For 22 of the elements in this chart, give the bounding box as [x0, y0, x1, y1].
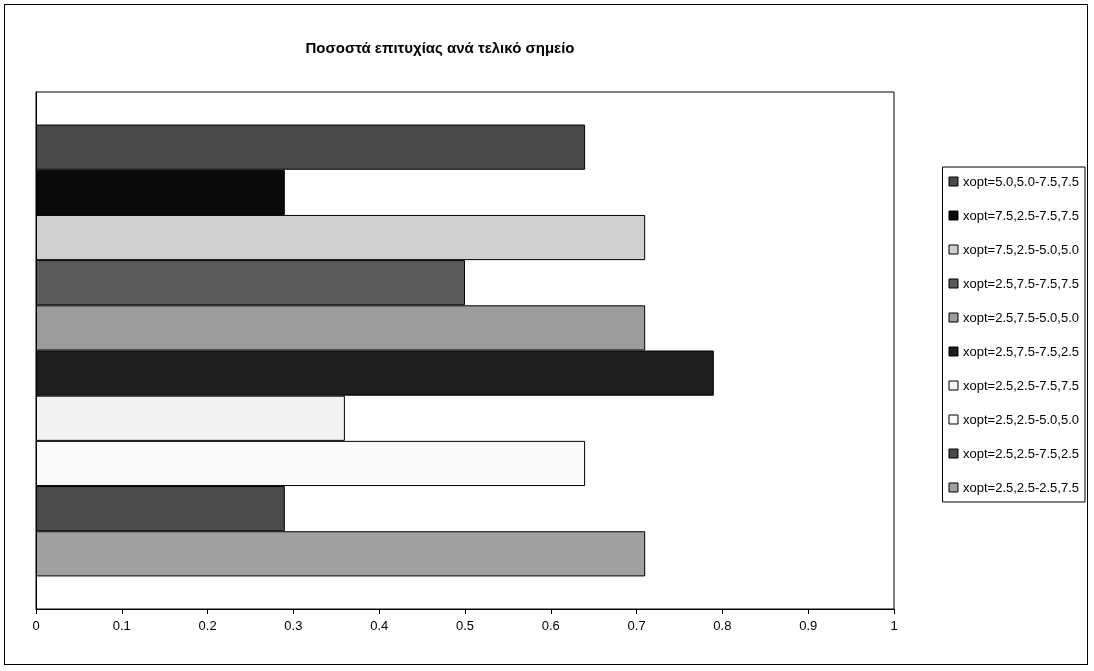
legend-label: xopt=2.5,2.5-7.5,7.5: [963, 378, 1080, 393]
chart-title: Ποσοστά επιτυχίας ανά τελικό σημείο: [305, 39, 575, 56]
x-tick-label: 0.7: [627, 618, 646, 633]
x-tick-label: 0.8: [713, 618, 732, 633]
x-tick-label: 0.5: [455, 618, 475, 633]
x-tick-label: 0.1: [112, 618, 131, 633]
legend-label: xopt=2.5,7.5-7.5,2.5: [963, 344, 1080, 359]
legend-label: xopt=7.5,2.5-5.0,5.0: [963, 242, 1080, 257]
legend-label: xopt=2.5,7.5-7.5,7.5: [963, 276, 1080, 291]
legend-label: xopt=7.5,2.5-7.5,7.5: [963, 208, 1080, 223]
x-tick-label: 1: [890, 618, 898, 633]
x-tick-label: 0.6: [541, 618, 560, 633]
x-tick-label: 0: [32, 618, 40, 633]
legend-label: xopt=5.0,5.0-7.5,7.5: [963, 174, 1080, 189]
x-tick-label: 0.3: [284, 618, 303, 633]
legend-label: xopt=2.5,7.5-5.0,5.0: [963, 310, 1080, 325]
legend-label: xopt=2.5,2.5-7.5,2.5: [963, 446, 1080, 461]
x-tick-label: 0.9: [799, 618, 818, 633]
x-tick-label: 0.2: [198, 618, 217, 633]
x-tick-label: 0.4: [370, 618, 389, 633]
legend-label: xopt=2.5,2.5-5.0,5.0: [963, 412, 1080, 427]
legend-label: xopt=2.5,2.5-2.5,7.5: [963, 480, 1080, 495]
